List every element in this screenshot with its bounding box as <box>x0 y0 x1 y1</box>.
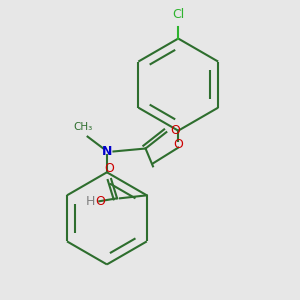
Text: CH₃: CH₃ <box>74 122 93 132</box>
Text: H: H <box>85 195 95 208</box>
Text: O: O <box>173 138 183 151</box>
Text: O: O <box>105 162 115 175</box>
Text: O: O <box>95 195 105 208</box>
Text: Cl: Cl <box>172 8 184 21</box>
Text: O: O <box>170 124 180 137</box>
Text: N: N <box>102 145 112 158</box>
